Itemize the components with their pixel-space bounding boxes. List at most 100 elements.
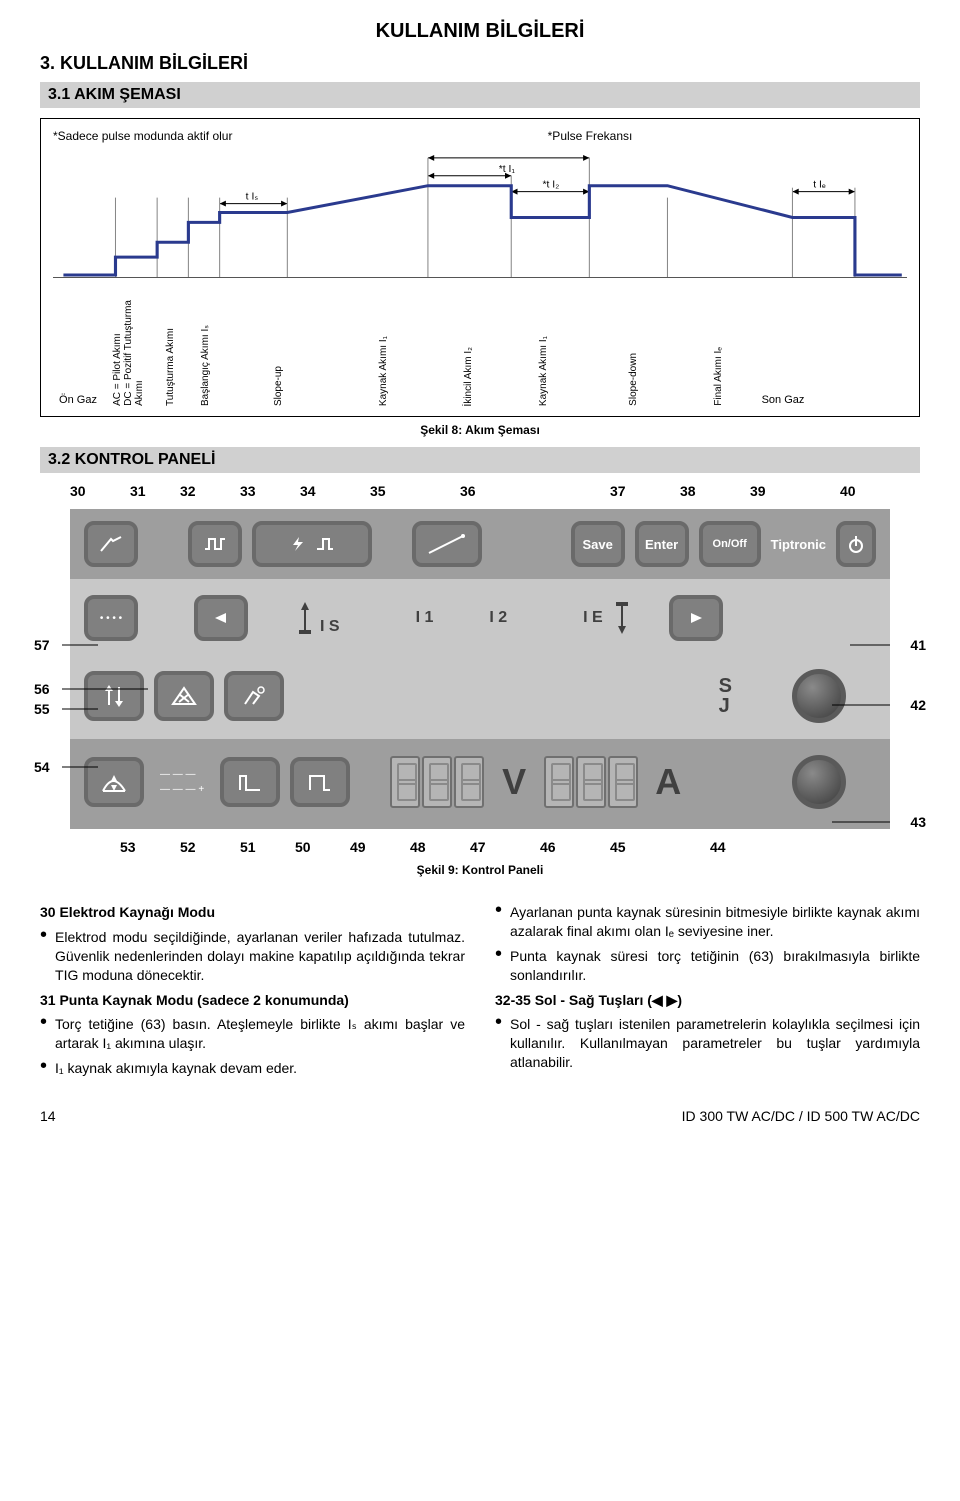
callout-46: 46 bbox=[540, 839, 610, 855]
slope-button[interactable] bbox=[412, 521, 482, 567]
callout-39: 39 bbox=[750, 483, 840, 499]
control-panel-wrap: 57 56 55 54 41 42 43 bbox=[40, 509, 920, 829]
slope-up-label: Slope-up bbox=[273, 366, 284, 406]
body-columns: 30 Elektrod Kaynağı Modu •Elektrod modu … bbox=[40, 897, 920, 1084]
bolt-icon bbox=[289, 535, 309, 553]
ie-label: I E bbox=[583, 609, 603, 627]
t-i2-label: *t I₂ bbox=[542, 180, 559, 191]
power-button[interactable] bbox=[836, 521, 876, 567]
mode-btn-3[interactable] bbox=[224, 671, 284, 721]
torch-icon bbox=[239, 684, 269, 708]
mode-btn-6[interactable] bbox=[290, 757, 350, 807]
enter-button[interactable]: Enter bbox=[635, 521, 689, 567]
text-r-3: Sol - sağ tuşları istenilen parametreler… bbox=[510, 1015, 920, 1072]
text-31-2: I₁ kaynak akımıyla kaynak devam eder. bbox=[55, 1059, 297, 1078]
callout-34: 34 bbox=[300, 483, 370, 499]
section-31-heading: 3.1 AKIM ŞEMASI bbox=[40, 82, 920, 108]
text-r-1: Ayarlanan punta kaynak süresinin bitmesi… bbox=[510, 903, 920, 941]
ikincil-label: İkincil Akım I₂ bbox=[463, 347, 474, 406]
panel-mid-row: • • • • I S I 1 I 2 I E bbox=[70, 579, 890, 657]
polarity-button[interactable] bbox=[252, 521, 372, 567]
pulse-narrow-icon bbox=[236, 770, 264, 794]
footer-model: ID 300 TW AC/DC / ID 500 TW AC/DC bbox=[682, 1108, 920, 1124]
section-32-heading: 3.2 KONTROL PANELİ bbox=[40, 447, 920, 473]
save-button[interactable]: Save bbox=[571, 521, 625, 567]
kaynak-i1-2-label: Kaynak Akımı I₁ bbox=[538, 336, 549, 406]
slope-down-label: Slope-down bbox=[628, 353, 639, 406]
callout-38: 38 bbox=[680, 483, 750, 499]
callout-43: 43 bbox=[910, 814, 926, 830]
half-sine-icon bbox=[99, 769, 129, 795]
control-panel: Save Enter On/Off Tiptronic • • • • bbox=[70, 509, 890, 829]
body-left-col: 30 Elektrod Kaynağı Modu •Elektrod modu … bbox=[40, 897, 465, 1084]
ampere-display bbox=[544, 756, 638, 808]
callout-41: 41 bbox=[910, 637, 926, 653]
callout-42: 42 bbox=[910, 697, 926, 713]
mode-btn-1[interactable] bbox=[84, 671, 144, 721]
text-r-2: Punta kaynak süresi torç tetiğinin (63) … bbox=[510, 947, 920, 985]
wave-icon bbox=[315, 535, 335, 553]
callout-36: 36 bbox=[460, 483, 610, 499]
callout-55: 55 bbox=[34, 701, 50, 717]
heading-3235: 32-35 Sol - Sağ Tuşları (◀ ▶) bbox=[495, 991, 920, 1010]
mode-btn-2[interactable] bbox=[154, 671, 214, 721]
on-gaz-label: Ön Gaz bbox=[59, 394, 97, 406]
right-arrow-button[interactable] bbox=[669, 595, 723, 641]
t-is-label: t Iₛ bbox=[246, 192, 259, 203]
t-ie-label: t Iₑ bbox=[813, 180, 826, 191]
electrode-icon bbox=[99, 535, 123, 553]
heading-30: 30 Elektrod Kaynağı Modu bbox=[40, 903, 465, 922]
callout-33: 33 bbox=[240, 483, 300, 499]
amp-unit: A bbox=[648, 761, 688, 803]
figure-9-caption: Şekil 9: Kontrol Paneli bbox=[40, 863, 920, 877]
bottom-knob[interactable] bbox=[792, 755, 846, 809]
electrode-mode-button[interactable] bbox=[84, 521, 138, 567]
left-arrow-button[interactable] bbox=[194, 595, 248, 641]
mode-btn-4[interactable] bbox=[84, 757, 144, 807]
dash-indicators: — — — — — — + bbox=[160, 769, 204, 795]
final-label: Final Akımı Iₑ bbox=[713, 347, 724, 406]
callout-50: 50 bbox=[295, 839, 350, 855]
panel-top-row: Save Enter On/Off Tiptronic bbox=[70, 509, 890, 579]
pulse-frequency-label: *Pulse Frekansı bbox=[548, 129, 633, 143]
callout-30: 30 bbox=[70, 483, 130, 499]
callout-49: 49 bbox=[350, 839, 410, 855]
tutusturma-label: Tutuşturma Akımı bbox=[165, 328, 176, 406]
page-title: KULLANIM BİLGİLERİ bbox=[40, 20, 920, 43]
callout-37: 37 bbox=[610, 483, 680, 499]
mode-btn-5[interactable] bbox=[220, 757, 280, 807]
panel-lower-row: S J bbox=[70, 657, 890, 739]
callout-44: 44 bbox=[710, 839, 770, 855]
onoff-button[interactable]: On/Off bbox=[699, 521, 761, 567]
punta-mode-button[interactable] bbox=[188, 521, 242, 567]
callout-40: 40 bbox=[840, 483, 880, 499]
top-knob[interactable] bbox=[792, 669, 846, 723]
heading-31: 31 Punta Kaynak Modu (sadece 2 konumunda… bbox=[40, 991, 465, 1010]
page-number: 14 bbox=[40, 1108, 56, 1124]
panel-bottom-row: — — — — — — + V A bbox=[70, 739, 890, 829]
top-callouts-row: 30 31 32 33 34 35 36 37 38 39 40 bbox=[40, 483, 920, 499]
callout-32: 32 bbox=[180, 483, 240, 499]
waveform-svg: *t I₁ *t I₂ t Iₛ t Iₑ bbox=[53, 148, 907, 277]
callout-52: 52 bbox=[180, 839, 240, 855]
callout-56: 56 bbox=[34, 681, 50, 697]
text-30-1: Elektrod modu seçildiğinde, ayarlanan ve… bbox=[55, 928, 465, 985]
callout-51: 51 bbox=[240, 839, 295, 855]
ramp-icon bbox=[427, 533, 467, 555]
sequence-button[interactable]: • • • • bbox=[84, 595, 138, 641]
ie-indicator bbox=[611, 600, 633, 636]
callout-48: 48 bbox=[410, 839, 470, 855]
i2-label: I 2 bbox=[489, 609, 507, 627]
left-triangle-icon bbox=[212, 611, 230, 625]
section-3-heading: 3. KULLANIM BİLGİLERİ bbox=[40, 53, 920, 74]
callout-35: 35 bbox=[370, 483, 460, 499]
axis-labels-row: Ön Gaz AC = Pilot AkımıDC = Pozitif Tutu… bbox=[53, 286, 907, 406]
kaynak-i1-label: Kaynak Akımı I₁ bbox=[378, 336, 389, 406]
son-gaz-label: Son Gaz bbox=[762, 394, 805, 406]
callout-47: 47 bbox=[470, 839, 540, 855]
text-31-1: Torç tetiğine (63) basın. Ateşlemeyle bi… bbox=[55, 1015, 465, 1053]
baslangic-label: Başlangıç Akımı Iₛ bbox=[200, 325, 211, 406]
volt-unit: V bbox=[494, 761, 534, 803]
pulse-icon bbox=[203, 535, 227, 553]
bottom-callouts-row: 53 52 51 50 49 48 47 46 45 44 bbox=[40, 839, 920, 855]
